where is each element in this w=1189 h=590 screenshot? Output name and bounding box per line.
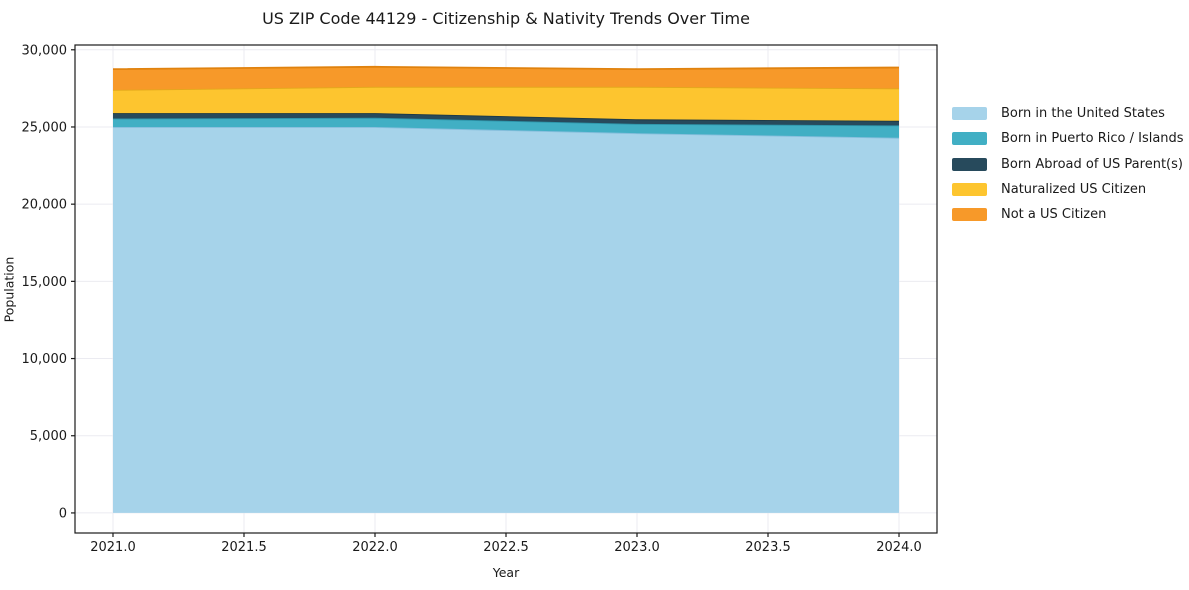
legend-swatch <box>952 157 987 171</box>
area-layer-1 <box>113 117 899 138</box>
legend-item: Born in Puerto Rico / Islands <box>952 126 1184 151</box>
x-tick-label: 2023.5 <box>745 540 791 555</box>
y-tick-label: 5,000 <box>30 429 67 444</box>
y-tick-label: 25,000 <box>22 120 68 135</box>
x-tick-label: 2022.5 <box>483 540 529 555</box>
y-tick-label: 0 <box>59 506 67 521</box>
x-tick-label: 2023.0 <box>614 540 660 555</box>
chart-title: US ZIP Code 44129 - Citizenship & Nativi… <box>262 9 750 28</box>
legend-swatch <box>952 132 987 146</box>
area-layer-2 <box>113 113 899 126</box>
legend-item: Naturalized US Citizen <box>952 177 1184 202</box>
legend-label: Born in Puerto Rico / Islands <box>1001 131 1184 147</box>
y-tick-label: 15,000 <box>22 275 68 290</box>
y-tick-label: 20,000 <box>22 198 68 213</box>
legend-item: Born in the United States <box>952 101 1184 126</box>
legend-label: Born Abroad of US Parent(s) <box>1001 156 1183 172</box>
legend-label: Born in the United States <box>1001 106 1165 122</box>
legend-label: Naturalized US Citizen <box>1001 182 1147 198</box>
area-layer-4 <box>113 66 899 90</box>
legend-swatch <box>952 183 987 197</box>
legend-item: Not a US Citizen <box>952 202 1184 227</box>
y-tick-label: 10,000 <box>22 352 68 367</box>
legend-label: Not a US Citizen <box>1001 207 1107 223</box>
area-layer-0 <box>113 127 899 513</box>
legend: Born in the United States Born in Puerto … <box>952 101 1184 227</box>
area-layer-3 <box>113 86 899 121</box>
x-axis-label: Year <box>492 565 520 580</box>
legend-swatch <box>952 208 987 222</box>
x-tick-label: 2021.0 <box>90 540 136 555</box>
legend-swatch <box>952 107 987 121</box>
x-tick-label: 2024.0 <box>876 540 922 555</box>
x-tick-label: 2021.5 <box>221 540 267 555</box>
y-tick-label: 30,000 <box>22 43 68 58</box>
x-tick-label: 2022.0 <box>352 540 398 555</box>
area-layer-4-edge <box>112 65 900 71</box>
legend-item: Born Abroad of US Parent(s) <box>952 152 1184 177</box>
